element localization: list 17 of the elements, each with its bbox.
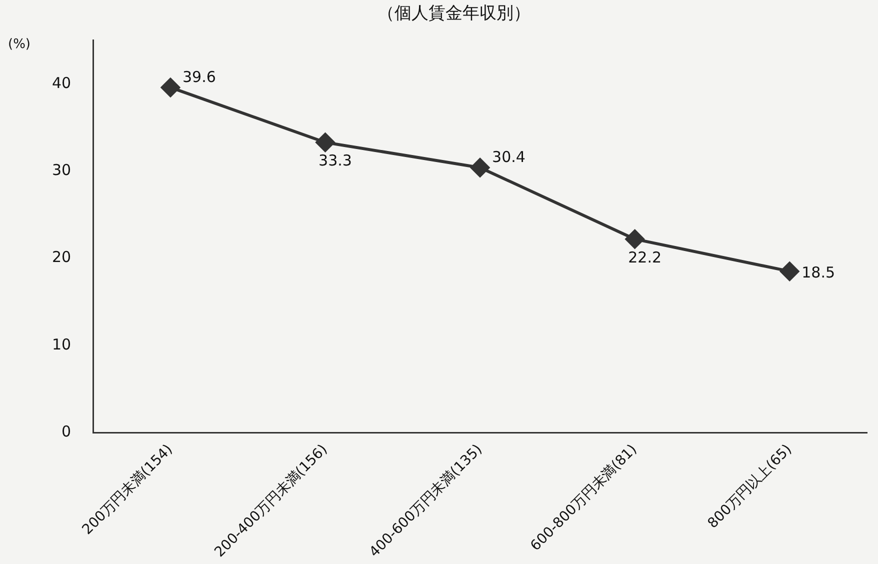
point bbox=[780, 262, 800, 281]
y-tick-label: 30 bbox=[52, 161, 72, 180]
data-label: 39.6 bbox=[182, 68, 216, 86]
data-label: 30.4 bbox=[492, 148, 526, 166]
point bbox=[316, 132, 335, 152]
point bbox=[160, 78, 180, 97]
y-axis-title: (%) bbox=[8, 36, 30, 52]
point bbox=[470, 158, 490, 178]
point bbox=[625, 230, 644, 249]
data-label: 22.2 bbox=[628, 248, 662, 266]
y-tick-label: 10 bbox=[52, 335, 72, 354]
data-label: 18.5 bbox=[802, 264, 836, 282]
data-label: 33.3 bbox=[318, 152, 352, 170]
chart-title: （個人賃金年収別） bbox=[378, 4, 530, 24]
y-tick-label: 0 bbox=[62, 422, 72, 440]
y-tick-label: 40 bbox=[52, 74, 72, 92]
y-tick-label: 20 bbox=[52, 248, 72, 266]
